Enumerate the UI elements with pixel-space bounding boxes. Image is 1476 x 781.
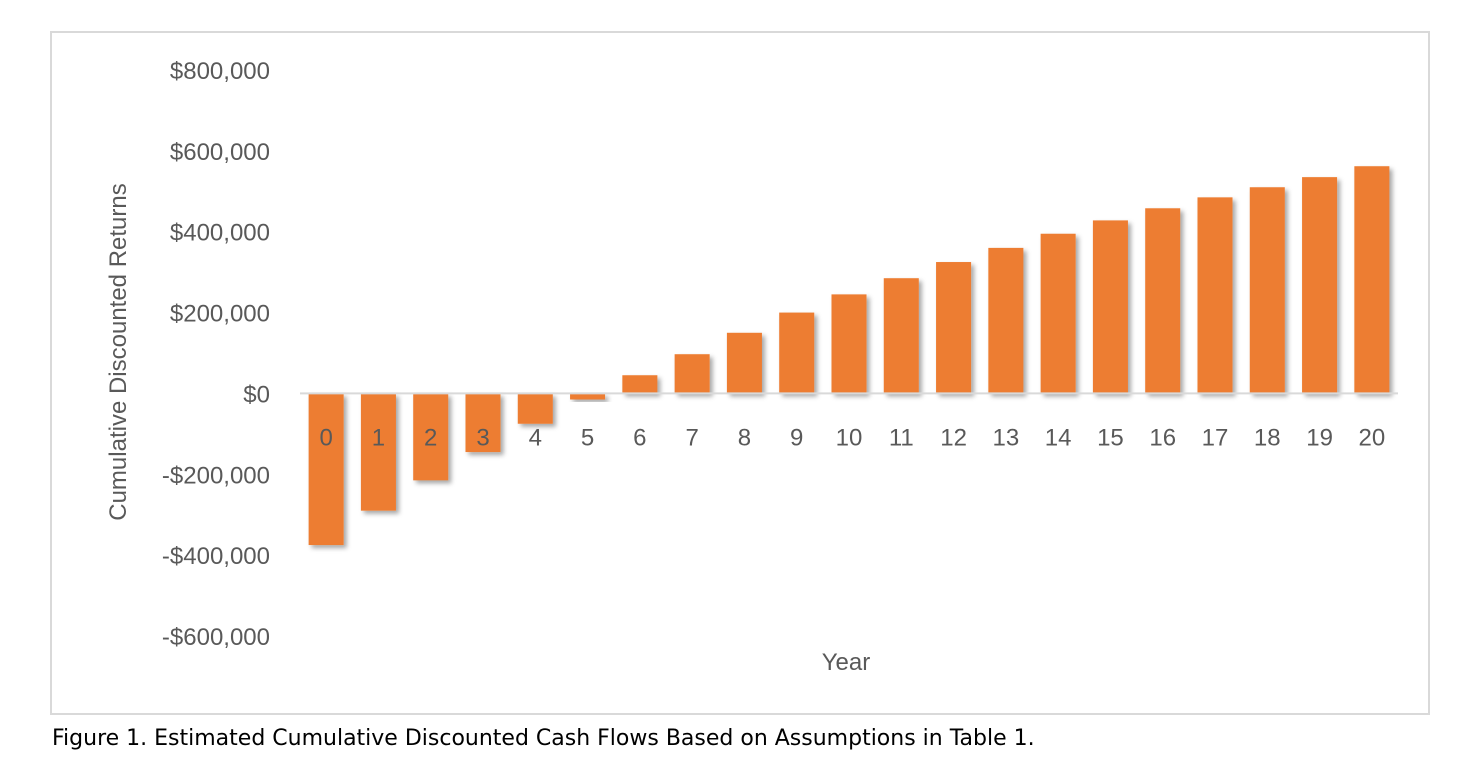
y-tick-label: -$400,000 [162, 543, 270, 570]
x-tick-label: 20 [1359, 424, 1386, 451]
bar-year-5 [570, 393, 606, 400]
y-tick-label: $800,000 [170, 58, 270, 85]
x-tick-label: 0 [319, 424, 332, 451]
bar-year-4 [517, 393, 553, 424]
y-tick-label: $200,000 [170, 301, 270, 328]
x-tick-label: 15 [1097, 424, 1124, 451]
x-tick-label: 19 [1306, 424, 1333, 451]
x-tick-label: 17 [1202, 424, 1229, 451]
x-axis-title: Year [822, 649, 871, 676]
x-tick-label: 11 [889, 424, 914, 451]
bar-year-19 [1302, 177, 1338, 394]
bar-year-15 [1092, 220, 1128, 394]
y-tick-label: -$600,000 [162, 624, 270, 651]
x-tick-label: 18 [1254, 424, 1281, 451]
bars [308, 166, 1390, 546]
x-tick-label: 5 [581, 424, 594, 451]
bar-year-12 [936, 262, 972, 394]
x-tick-label: 9 [790, 424, 803, 451]
y-tick-label: $600,000 [170, 139, 270, 166]
x-axis-tick-labels: 0 1 2 3 4 5 6 7 8 9 10 11 12 13 14 15 16 17 18 19 20 [319, 424, 1385, 451]
bar-year-7 [674, 354, 710, 394]
bar-year-14 [1040, 233, 1076, 394]
bar-year-0 [308, 393, 344, 546]
bar-year-18 [1249, 187, 1285, 394]
y-tick-label: $0 [243, 381, 270, 408]
x-tick-label: 14 [1045, 424, 1072, 451]
x-tick-label: 4 [529, 424, 542, 451]
bar-year-10 [831, 294, 867, 394]
x-tick-label: 10 [836, 424, 863, 451]
bar-year-9 [779, 312, 815, 394]
y-axis-tick-labels: $800,000 $600,000 $400,000 $200,000 $0 -$200,… [162, 58, 270, 651]
bar-year-13 [988, 247, 1024, 394]
x-tick-label: 13 [993, 424, 1020, 451]
y-tick-label: $400,000 [170, 220, 270, 247]
x-tick-label: 12 [940, 424, 967, 451]
bar-year-2 [413, 393, 449, 481]
bar-year-1 [360, 393, 396, 511]
bar-year-11 [883, 278, 919, 394]
x-tick-label: 8 [738, 424, 751, 451]
y-tick-label: -$200,000 [162, 462, 270, 489]
bar-year-16 [1145, 208, 1181, 394]
bar-chart: $800,000 $600,000 $400,000 $200,000 $0 -$200,… [105, 58, 1398, 676]
bar-year-8 [726, 332, 762, 394]
bar-year-3 [465, 393, 501, 453]
y-axis-title: Cumulative Discounted Returns [105, 183, 132, 521]
x-tick-label: 3 [476, 424, 489, 451]
x-tick-label: 6 [633, 424, 646, 451]
figure-caption: Figure 1. Estimated Cumulative Discounte… [52, 726, 1035, 751]
bar-year-20 [1354, 166, 1390, 394]
x-tick-label: 7 [685, 424, 698, 451]
bar-year-17 [1197, 197, 1233, 394]
x-tick-label: 16 [1149, 424, 1176, 451]
x-tick-label: 1 [372, 424, 385, 451]
bar-year-6 [622, 375, 658, 394]
x-tick-label: 2 [424, 424, 437, 451]
